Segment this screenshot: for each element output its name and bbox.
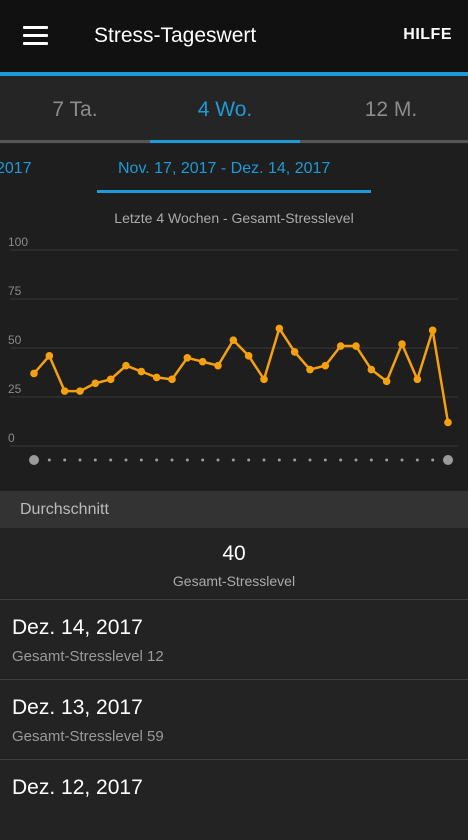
data-point <box>91 379 100 388</box>
tab-12-months[interactable]: 12 M. <box>364 98 418 121</box>
average-label: Gesamt-Stresslevel <box>172 573 296 589</box>
chart-title: Letzte 4 Wochen - Gesamt-Stresslevel <box>114 210 354 226</box>
average-header-label: Durchschnitt <box>20 501 109 518</box>
data-point <box>290 348 299 356</box>
x-tick-dot <box>400 458 404 462</box>
average-panel: 40 Gesamt-Stresslevel <box>0 528 468 600</box>
menu-icon[interactable] <box>23 26 48 46</box>
average-header: Durchschnitt <box>0 491 468 528</box>
range-underline <box>97 190 371 193</box>
y-tick-label: 75 <box>8 284 22 298</box>
x-end-marker <box>29 455 39 465</box>
x-tick-dot <box>124 458 128 462</box>
day-date: Dez. 14, 2017 <box>12 616 143 639</box>
series-line <box>33 327 450 423</box>
x-end-marker <box>443 455 453 465</box>
y-tick-label: 0 <box>8 431 15 445</box>
x-tick-dot <box>247 458 251 462</box>
x-tick-dot <box>93 458 97 462</box>
data-point <box>45 352 54 360</box>
x-tick-dot <box>293 458 297 462</box>
data-point <box>152 373 161 382</box>
x-tick-dot <box>185 458 189 462</box>
data-point <box>229 336 238 344</box>
data-point <box>198 357 207 366</box>
data-point <box>244 352 253 360</box>
day-detail: Gesamt-Stresslevel 59 <box>12 728 164 745</box>
data-point <box>30 369 38 378</box>
y-tick-label: 50 <box>8 333 22 347</box>
x-tick-dot <box>385 458 389 462</box>
data-point <box>137 367 146 376</box>
data-point <box>306 365 314 374</box>
x-tick-dot <box>63 458 67 462</box>
data-point <box>60 387 69 395</box>
tab-active-indicator <box>150 140 300 143</box>
data-point <box>183 354 192 362</box>
x-tick-dot <box>201 458 205 462</box>
day-detail: Gesamt-Stresslevel 12 <box>12 648 164 665</box>
data-point <box>336 342 345 350</box>
x-tick-dot <box>78 458 82 462</box>
data-point <box>260 375 268 384</box>
data-point <box>122 361 130 370</box>
x-tick-dot <box>431 458 435 462</box>
data-point <box>214 361 222 370</box>
y-tick-label: 25 <box>8 382 22 396</box>
list-item-day[interactable]: Dez. 14, 2017 Gesamt-Stresslevel 12 <box>0 600 468 680</box>
day-date: Dez. 13, 2017 <box>12 696 143 719</box>
data-point <box>168 375 176 384</box>
x-tick-dot <box>155 458 159 462</box>
period-tabs: 7 Ta. 4 Wo. 12 M. <box>0 76 468 144</box>
list-item-day[interactable]: Dez. 12, 2017 <box>0 760 468 840</box>
x-tick-dot <box>231 458 235 462</box>
day-date: Dez. 12, 2017 <box>12 776 143 799</box>
x-tick-dot <box>415 458 419 462</box>
x-tick-dot <box>109 458 113 462</box>
accent-line <box>0 72 468 76</box>
data-point <box>352 342 360 350</box>
x-tick-dot <box>339 458 343 462</box>
data-point <box>398 340 406 348</box>
data-point <box>367 365 376 374</box>
page-title: Stress-Tageswert <box>94 24 257 47</box>
list-item-day[interactable]: Dez. 13, 2017 Gesamt-Stresslevel 59 <box>0 680 468 760</box>
divider <box>0 599 468 600</box>
data-point <box>106 375 115 384</box>
tab-7-days[interactable]: 7 Ta. <box>52 98 98 121</box>
x-tick-dot <box>262 458 266 462</box>
tab-4-weeks[interactable]: 4 Wo. <box>197 98 253 121</box>
data-point <box>444 418 452 427</box>
divider <box>0 759 468 760</box>
x-tick-dot <box>170 458 174 462</box>
data-point <box>428 326 437 335</box>
data-point <box>321 361 330 370</box>
data-point <box>76 387 84 395</box>
help-button[interactable]: HILFE <box>403 26 452 43</box>
data-point <box>413 375 422 384</box>
app-bar: Stress-Tageswert HILFE <box>0 0 468 72</box>
previous-range[interactable]: 2017 <box>0 160 32 177</box>
x-tick-dot <box>277 458 281 462</box>
data-point <box>382 377 391 386</box>
current-range[interactable]: Nov. 17, 2017 - Dez. 14, 2017 <box>118 160 331 177</box>
divider <box>0 679 468 680</box>
data-point <box>275 324 284 333</box>
x-tick-dot <box>354 458 358 462</box>
average-value: 40 <box>222 542 246 565</box>
x-tick-dot <box>323 458 327 462</box>
stress-chart: 100755025017.1114.12 <box>8 236 458 465</box>
x-tick-dot <box>139 458 143 462</box>
x-tick-dot <box>47 458 51 462</box>
y-tick-label: 100 <box>8 236 28 249</box>
x-tick-dot <box>369 458 373 462</box>
x-tick-dot <box>216 458 220 462</box>
x-tick-dot <box>308 458 312 462</box>
